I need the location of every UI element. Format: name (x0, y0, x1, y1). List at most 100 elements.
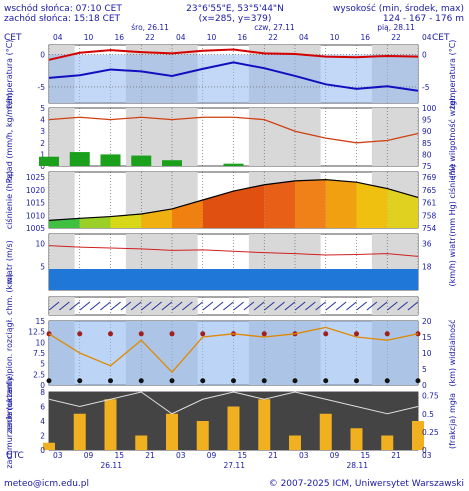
fog-bar (135, 435, 148, 450)
y-tick-label: 5 (40, 360, 45, 369)
y-tick-label: 765 (422, 186, 437, 195)
y-tick-label: 0 (40, 446, 45, 455)
precip-bar (223, 163, 244, 166)
y-tick-label: -5 (38, 83, 46, 92)
wind-arrow (264, 301, 275, 311)
y-axis-label: (frakcja) mgła (448, 393, 457, 449)
wind-arrow (202, 301, 214, 311)
cloud-base-point (169, 378, 175, 384)
pressure-area (356, 182, 388, 228)
cloud-base-point (261, 378, 267, 384)
y-tick-label: -5 (422, 83, 430, 92)
cloud-top-point (261, 331, 267, 337)
grid-label: (x=285, y=379) (199, 14, 272, 24)
sunrise-label: wschód słońca: 07:10 CET (4, 3, 122, 14)
panels: 0 0 -5 -5 temperatura (°C) temperatura (°C) 0 1… (4, 40, 457, 469)
dewpoint-line (48, 61, 419, 92)
fog-bar (227, 406, 240, 450)
fog-bar (350, 428, 363, 450)
pressure-area (49, 218, 80, 228)
wind-arrow (161, 301, 173, 311)
precip-bar (39, 156, 59, 166)
pressure-area (110, 214, 142, 228)
y-axis-label: temperatura (°C) (5, 40, 14, 109)
bottom-hour-label: 15 (361, 451, 371, 460)
cloud-base-point (231, 378, 236, 384)
wind-arrow (346, 301, 357, 311)
y-tick-label: 769 (422, 173, 437, 182)
y-tick-label: 100 (422, 104, 437, 113)
cloud-base-point (354, 378, 359, 384)
clouds-background (49, 321, 418, 385)
tz-bottom-label: UTC (6, 451, 24, 461)
fog-bar (319, 413, 332, 450)
fog-bar (289, 435, 301, 450)
wind-arrow (366, 301, 378, 311)
wind-arrow (243, 301, 255, 311)
top-hour-label: 16 (115, 33, 125, 42)
pressure-area (79, 216, 111, 228)
y-tick-label: 75 (422, 162, 432, 171)
cloud-top-point (323, 331, 329, 337)
cloud-top-point (384, 331, 390, 337)
y-tick-label: 15 (35, 317, 45, 326)
night-band (248, 297, 321, 315)
y-tick-label: 0.75 (422, 392, 439, 401)
height-label: wysokość (min, środek, max) (333, 3, 464, 14)
top-hour-label: 16 (361, 33, 371, 42)
fog-bar (166, 413, 178, 450)
precip-bar (69, 152, 90, 166)
y-tick-label: 0.25 (422, 428, 439, 437)
wind-arrow (171, 301, 183, 311)
wind-arrow (315, 301, 326, 311)
y-tick-label: 1005 (26, 224, 45, 233)
footer-copyright: © 2007-2025 ICM, Uniwersytet Warszawski (269, 479, 464, 489)
y-tick-label: 2 (40, 139, 45, 148)
precip-bar (131, 155, 152, 166)
top-hour-label: 10 (330, 33, 340, 42)
cloud-top-point (354, 331, 359, 337)
cloud-base-point (77, 378, 83, 384)
wind-arrow (48, 301, 60, 311)
cloud-base-point (415, 378, 421, 384)
y-tick-label: 0 (40, 381, 45, 390)
wind-arrow (233, 301, 244, 311)
fog-bar (196, 421, 209, 450)
pressure-area (233, 184, 265, 228)
cloud-base-point (292, 378, 298, 384)
y-tick-label: 0 (422, 381, 427, 390)
night-band (371, 297, 418, 315)
y-tick-label: 4 (40, 116, 45, 125)
tz-left-label: CET (4, 33, 22, 43)
y-tick-label: 6 (40, 403, 45, 412)
wind-arrow (325, 301, 337, 311)
night-band (125, 297, 198, 315)
y-tick-label: 1 (40, 150, 45, 159)
cloud-cover-line (48, 391, 419, 415)
fog-bar (412, 421, 424, 450)
y-tick-label: 18 (422, 263, 432, 272)
wind-arrow (284, 301, 296, 311)
pressure-line (48, 179, 419, 221)
bottom-hour-label: 09 (207, 451, 217, 460)
wind-arrow (182, 301, 193, 311)
top-hour-label: 22 (391, 33, 401, 42)
fog-bar (43, 442, 55, 450)
y-tick-label: 761 (422, 199, 437, 208)
top-hour-label: 16 (238, 33, 248, 42)
y-tick-label: 5 (422, 365, 427, 374)
top-hour-label: 10 (207, 33, 217, 42)
y-tick-label: 20 (422, 317, 432, 326)
precip-bar (100, 154, 121, 166)
y-tick-label: 10 (422, 349, 432, 358)
bottom-hour-label: 09 (330, 451, 340, 460)
coords-label: 23°6'55"E, 53°5'44"N (186, 4, 284, 14)
pressure-area (202, 191, 234, 228)
top-hour-label: 22 (145, 33, 155, 42)
cloud-top-point (77, 331, 83, 337)
bottom-hour-label: 09 (84, 451, 94, 460)
bottom-day-label: 28.11 (347, 461, 369, 470)
cloud-top-point (169, 331, 175, 337)
y-tick-label: 15 (422, 333, 432, 342)
